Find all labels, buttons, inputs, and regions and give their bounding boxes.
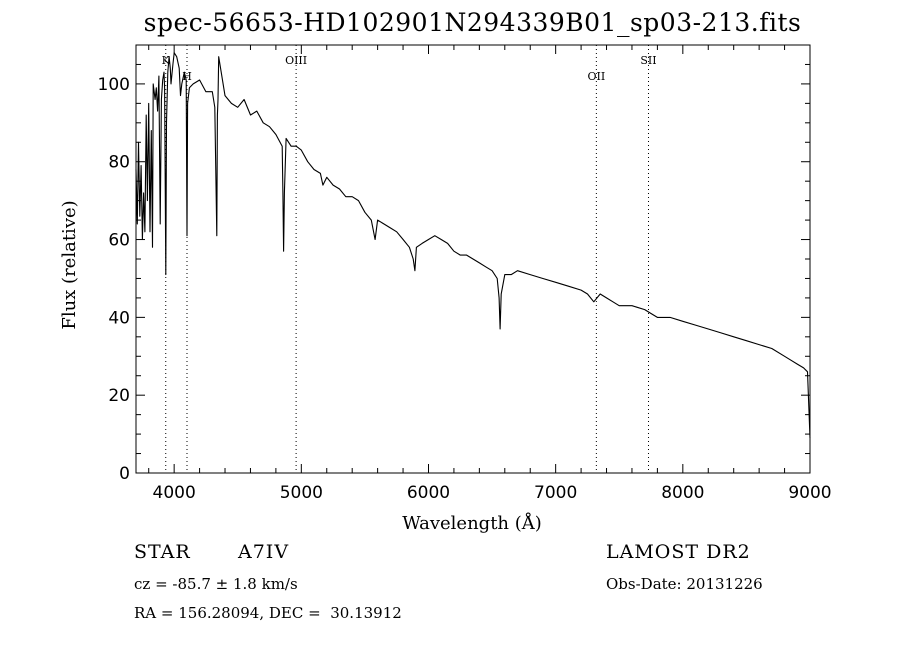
- x-tick-label: 4000: [153, 483, 196, 503]
- coordinates-label: RA = 156.28094, DEC = 30.13912: [134, 604, 402, 622]
- line-marker-label: OII: [587, 70, 605, 83]
- chart-title: spec-56653-HD102901N294339B01_sp03-213.f…: [143, 8, 802, 37]
- y-tick-label: 20: [108, 386, 130, 406]
- x-tick-label: 8000: [661, 483, 704, 503]
- obs-date-label: Obs-Date: 20131226: [606, 575, 763, 593]
- y-tick-label: 80: [108, 153, 130, 173]
- y-tick-label: 60: [108, 231, 130, 251]
- x-tick-label: 7000: [534, 483, 577, 503]
- x-tick-label: 6000: [407, 483, 450, 503]
- x-tick-label: 5000: [280, 483, 323, 503]
- y-axis-label: Flux (relative): [59, 200, 80, 329]
- subclass-label: A7IV: [238, 541, 290, 563]
- y-tick-label: 100: [98, 75, 130, 95]
- line-marker-label: OIII: [285, 54, 307, 67]
- line-marker-label: K: [162, 54, 171, 67]
- object-class-label: STAR: [134, 541, 191, 563]
- y-tick-label: 40: [108, 308, 130, 328]
- redshift-label: cz = -85.7 ± 1.8 km/s: [134, 575, 298, 593]
- x-axis-label: Wavelength (Å): [402, 512, 542, 534]
- line-marker-label: SII: [640, 54, 656, 67]
- survey-label: LAMOST DR2: [606, 541, 751, 563]
- x-tick-label: 9000: [788, 483, 831, 503]
- spectrum-line: [135, 52, 811, 439]
- line-marker-label: H: [182, 70, 192, 83]
- y-tick-label: 0: [119, 464, 130, 484]
